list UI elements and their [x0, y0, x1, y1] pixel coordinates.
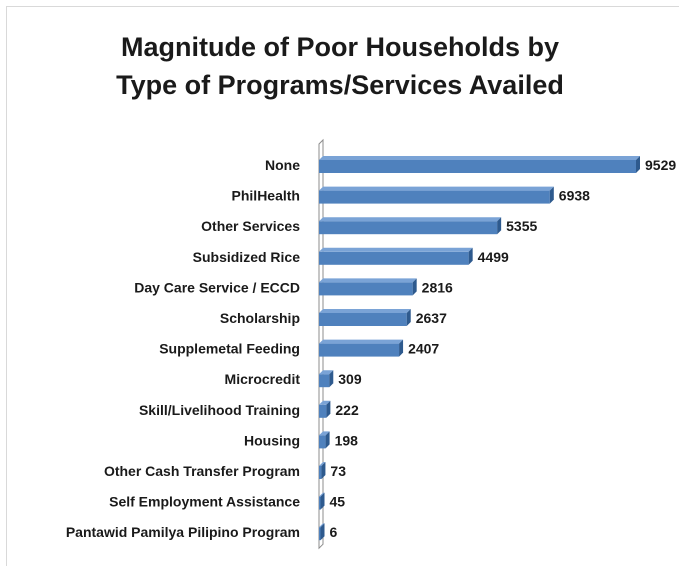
bar-top [319, 309, 411, 313]
bar-front [319, 527, 321, 541]
bar-end [321, 462, 326, 479]
category-label: Microcredit [225, 371, 301, 387]
bar-front [319, 251, 469, 265]
data-label: 6938 [559, 188, 590, 204]
bar-front [319, 160, 636, 173]
bar-top [319, 247, 473, 252]
bar-11 [319, 492, 325, 510]
bar-3 [319, 247, 473, 265]
bar-top [319, 217, 502, 222]
category-label: Supplemetal Feeding [159, 341, 300, 357]
category-label: Other Cash Transfer Program [104, 463, 300, 479]
category-label: Day Care Service / ECCD [134, 279, 300, 295]
bar-2 [319, 217, 502, 235]
bar-top [319, 400, 331, 405]
category-label: Pantawid Pamilya Pilipino Program [66, 524, 300, 540]
bars-layer [319, 156, 640, 541]
bar-top [319, 156, 640, 160]
bar-12 [319, 523, 325, 541]
bar-end [325, 431, 330, 449]
chart-frame [6, 6, 679, 566]
bar-top [319, 523, 325, 528]
bar-end [326, 400, 331, 418]
bar-front [319, 343, 400, 357]
bar-top [319, 370, 334, 375]
bar-top [319, 278, 417, 283]
data-label: 73 [330, 463, 346, 479]
bar-top [319, 186, 554, 191]
category-label: Housing [244, 432, 300, 448]
bar-front [319, 466, 322, 479]
data-label: 2816 [422, 279, 453, 295]
bar-end [412, 278, 417, 296]
bar-front [319, 435, 326, 449]
category-label: Other Services [201, 218, 300, 234]
bar-top [319, 431, 330, 436]
category-label: Subsidized Rice [193, 249, 301, 265]
data-label: 45 [330, 494, 346, 510]
bar-0 [319, 156, 640, 173]
chart-title-line-1: Magnitude of Poor Households by [121, 32, 559, 62]
category-label: PhilHealth [232, 188, 300, 204]
bar-end [636, 156, 640, 173]
chart-title: Magnitude of Poor Households by Type of … [0, 28, 680, 104]
data-label: 2637 [416, 310, 447, 326]
data-label: 222 [335, 402, 359, 418]
bar-4 [319, 278, 417, 296]
bar-end [497, 217, 502, 235]
bar-top [319, 339, 404, 344]
data-label: 309 [338, 371, 362, 387]
bar-7 [319, 370, 334, 388]
bar-9 [319, 431, 330, 449]
data-label: 2407 [408, 341, 439, 357]
bar-end [549, 186, 554, 204]
bar-end [320, 523, 325, 541]
category-label: Skill/Livelihood Training [139, 402, 300, 418]
category-label: Self Employment Assistance [109, 494, 300, 510]
bar-1 [319, 186, 554, 204]
bar-front [319, 221, 498, 235]
bar-end [468, 247, 473, 265]
bar-front [319, 404, 327, 418]
bar-end [399, 339, 404, 357]
data-label: 4499 [478, 249, 509, 265]
bar-top [319, 462, 326, 466]
bar-end [320, 492, 325, 510]
bar-end [329, 370, 334, 388]
bar-top [319, 492, 325, 497]
bar-8 [319, 400, 331, 418]
bar-front [319, 374, 330, 388]
bar-front [319, 190, 550, 204]
bar-front [319, 496, 321, 510]
data-label: 6 [330, 524, 338, 540]
category-label: Scholarship [220, 310, 300, 326]
chart-title-line-2: Type of Programs/Services Availed [116, 70, 564, 100]
data-label: 198 [335, 432, 359, 448]
labels-layer: None 9529 PhilHealth 6938 Other Services 5355… [66, 157, 677, 540]
bar-end [406, 309, 411, 326]
bar-front [319, 282, 413, 296]
bar-6 [319, 339, 404, 357]
bar-5 [319, 309, 411, 326]
data-label: 5355 [506, 218, 537, 234]
data-label: 9529 [645, 157, 676, 173]
bar-front [319, 313, 407, 326]
bar-10 [319, 462, 326, 479]
category-label: None [265, 157, 300, 173]
